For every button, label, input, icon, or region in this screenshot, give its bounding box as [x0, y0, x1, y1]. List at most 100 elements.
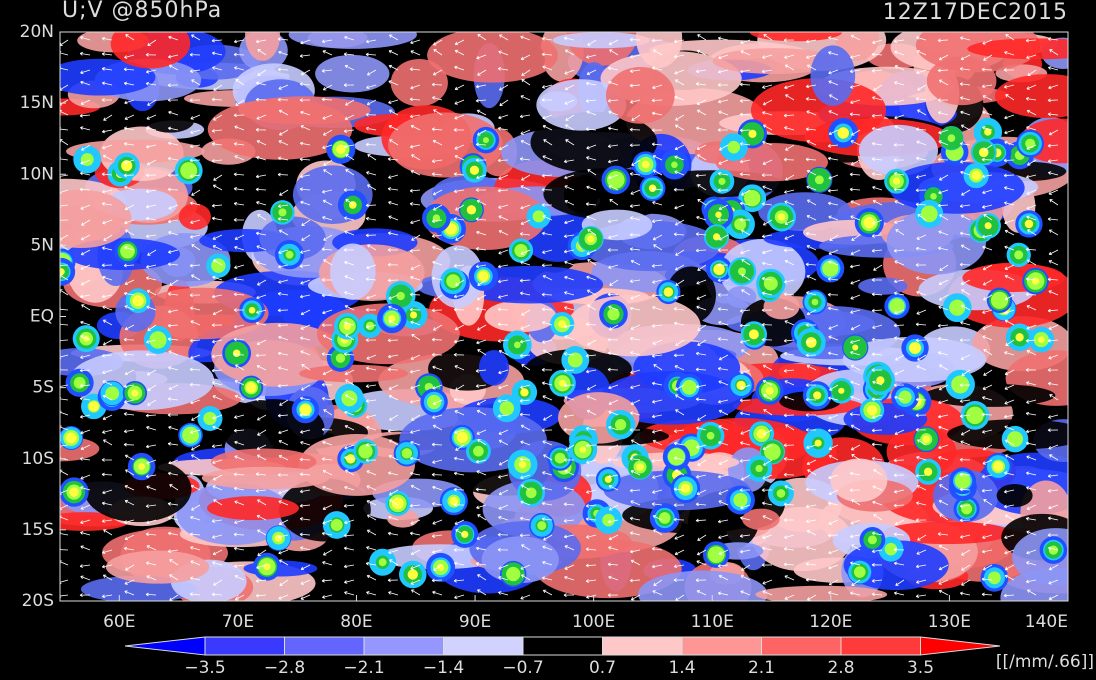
wind-arrow	[321, 352, 333, 356]
wind-arrow	[519, 278, 531, 283]
wind-arrow	[189, 263, 201, 268]
wind-arrow	[365, 233, 377, 238]
wind-arrow	[475, 384, 487, 388]
wind-arrow	[167, 502, 179, 506]
wind-arrow	[189, 52, 201, 57]
wind-arrow	[652, 169, 663, 176]
wind-arrow	[740, 516, 751, 521]
wind-arrow	[321, 69, 333, 73]
wind-arrow	[652, 234, 663, 241]
wind-arrow	[651, 128, 663, 133]
wind-arrow	[366, 529, 377, 536]
wind-arrow	[673, 54, 685, 59]
wind-arrow	[873, 264, 883, 271]
lon-label: 110E	[691, 612, 734, 632]
wind-arrow	[212, 414, 223, 420]
wind-arrow	[101, 294, 113, 299]
wind-arrow	[697, 534, 707, 541]
wind-arrow	[718, 574, 729, 581]
wind-arrow	[278, 335, 289, 341]
wind-arrow	[783, 502, 795, 507]
wind-arrow	[211, 129, 223, 133]
wind-arrow	[1047, 488, 1059, 493]
wind-arrow	[762, 84, 773, 89]
wind-arrow	[211, 158, 223, 163]
wind-arrow	[850, 279, 861, 285]
wind-arrow	[762, 159, 773, 165]
precip-blob	[449, 496, 459, 506]
wind-arrow	[81, 304, 91, 311]
wind-arrow	[761, 563, 773, 567]
wind-arrow	[212, 275, 223, 281]
wind-arrow	[80, 519, 91, 525]
wind-arrow	[189, 306, 201, 311]
colorbar-cell	[124, 636, 206, 656]
wind-arrow	[982, 95, 993, 101]
wind-arrow	[673, 456, 685, 461]
wind-arrow	[763, 409, 773, 416]
wind-arrow	[1048, 84, 1059, 90]
wind-arrow	[388, 99, 399, 104]
wind-arrow	[784, 380, 795, 386]
wind-arrow	[828, 414, 839, 420]
wind-arrow	[938, 140, 949, 146]
wind-arrow	[937, 38, 949, 43]
lon-label: 80E	[340, 612, 372, 632]
wind-arrow	[388, 125, 399, 131]
wind-arrow	[168, 366, 179, 371]
precip-blob	[554, 452, 566, 464]
wind-arrow	[80, 486, 91, 491]
wind-arrow	[213, 84, 223, 91]
wind-arrow	[476, 339, 487, 345]
precip-blob	[955, 379, 965, 390]
wind-arrow	[366, 425, 377, 431]
wind-arrow	[168, 230, 179, 236]
wind-arrow	[783, 413, 795, 418]
wind-arrow	[80, 234, 91, 241]
wind-arrow	[256, 564, 267, 570]
wind-arrow	[739, 128, 751, 133]
wind-arrow	[410, 384, 421, 390]
wind-arrow	[586, 489, 597, 494]
wind-arrow	[893, 591, 905, 596]
wind-arrow	[279, 579, 289, 587]
wind-arrow	[696, 444, 707, 449]
precip-blob	[925, 209, 934, 218]
wind-arrow	[697, 34, 707, 41]
wind-arrow	[982, 309, 993, 314]
wind-arrow	[608, 174, 619, 180]
wind-arrow	[124, 519, 135, 524]
wind-arrow	[607, 126, 619, 131]
wind-arrow	[497, 307, 509, 312]
wind-arrow	[433, 109, 443, 116]
wind-arrow	[563, 36, 575, 41]
wind-arrow	[432, 39, 443, 46]
wind-arrow	[586, 534, 597, 539]
wind-arrow	[190, 219, 201, 224]
wind-arrow	[168, 249, 179, 254]
wind-arrow	[189, 382, 201, 387]
wind-arrow	[299, 503, 311, 508]
wind-arrow	[805, 323, 817, 327]
wind-arrow	[388, 515, 399, 521]
wind-arrow	[343, 188, 355, 192]
wind-arrow	[345, 198, 355, 206]
wind-arrow	[938, 564, 949, 571]
wind-arrow	[652, 279, 663, 284]
wind-arrow	[124, 499, 135, 506]
wind-arrow	[299, 264, 311, 268]
wind-arrow	[938, 129, 949, 135]
wind-arrow	[234, 519, 245, 524]
wind-arrow	[893, 489, 905, 494]
wind-arrow	[256, 514, 267, 521]
wind-arrow	[893, 383, 905, 388]
wind-arrow	[521, 69, 531, 76]
wind-arrow	[212, 381, 223, 386]
wind-arrow	[519, 291, 531, 296]
wind-arrow	[145, 352, 157, 357]
wind-arrow	[453, 502, 465, 507]
wind-arrow	[740, 339, 751, 344]
precip-blob	[838, 387, 845, 394]
wind-arrow	[939, 264, 949, 271]
wind-arrow	[564, 575, 575, 581]
